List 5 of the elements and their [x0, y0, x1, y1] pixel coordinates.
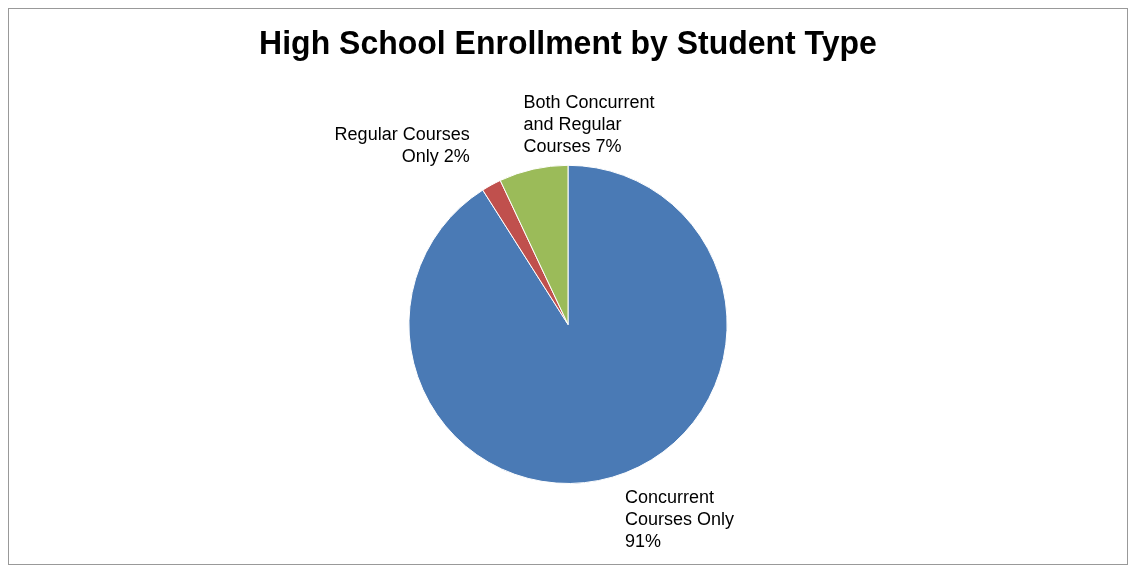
data-label: 91%	[624, 531, 661, 552]
slice-label: Concurrent Courses Only	[624, 487, 734, 530]
slice-label: Both Concurrent and Regular Courses 7%	[523, 92, 655, 157]
chart-title: High School Enrollment by Student Type	[259, 22, 877, 61]
slice-label: Regular Courses Only 2%	[334, 123, 470, 166]
